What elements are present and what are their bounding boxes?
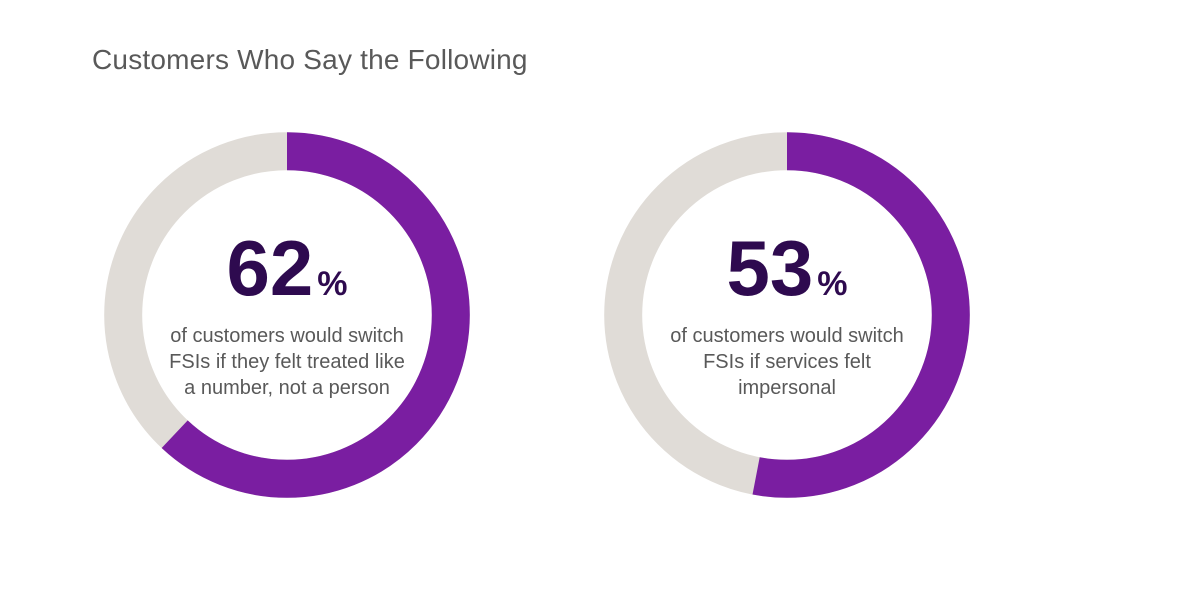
donut-center: 62 % of customers would switch FSIs if t… (92, 120, 482, 510)
donut-description: of customers would switch FSIs if servic… (662, 323, 912, 401)
donut-center: 53 % of customers would switch FSIs if s… (592, 120, 982, 510)
infographic-page: Customers Who Say the Following 62 % of … (0, 0, 1200, 611)
donut-percent-number: 53 (727, 229, 814, 307)
donut-percent-symbol: % (817, 267, 847, 301)
donut-chart-1: 62 % of customers would switch FSIs if t… (92, 120, 482, 510)
donut-chart-2: 53 % of customers would switch FSIs if s… (592, 120, 982, 510)
donut-percent: 53 % (727, 229, 848, 307)
donut-description: of customers would switch FSIs if they f… (162, 323, 412, 401)
donut-percent-number: 62 (227, 229, 314, 307)
donut-percent-symbol: % (317, 267, 347, 301)
charts-row: 62 % of customers would switch FSIs if t… (92, 120, 982, 510)
donut-percent: 62 % (227, 229, 348, 307)
page-title: Customers Who Say the Following (92, 44, 528, 76)
